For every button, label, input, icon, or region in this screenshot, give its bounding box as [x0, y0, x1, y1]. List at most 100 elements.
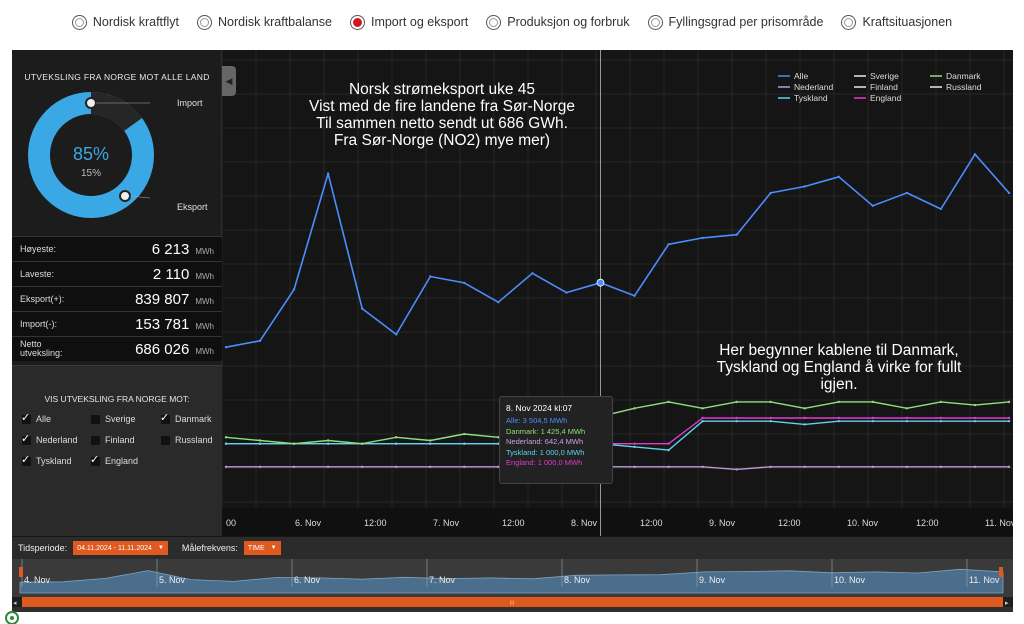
legend-item-england[interactable]: England: [870, 93, 901, 103]
x-tick-label: 8. Nov: [571, 518, 598, 528]
checkbox-alle[interactable]: Alle: [21, 411, 51, 425]
x-tick-label: 00: [226, 518, 236, 528]
range-handle-right[interactable]: [999, 567, 1003, 577]
data-point-tyskland: [871, 419, 875, 423]
checkbox-label: Tyskland: [36, 456, 72, 466]
data-point-england: [905, 416, 909, 420]
x-tick-label: 12:00: [778, 518, 801, 528]
legend-item-sverige[interactable]: Sverige: [870, 71, 899, 81]
navigator-label: 9. Nov: [699, 575, 726, 585]
data-point-danmark: [973, 403, 977, 407]
data-point-england: [973, 416, 977, 420]
data-point-tyskland: [769, 419, 772, 423]
checkbox-england[interactable]: England: [90, 453, 138, 467]
checkbox-icon: [21, 432, 31, 445]
tab-produksjon-og-forbruk[interactable]: Produksjon og forbruk: [486, 14, 630, 30]
stat-label: Høyeste:: [20, 243, 57, 254]
data-point-alle: [463, 281, 466, 285]
filter-title: VIS UTVEKSLING FRA NORGE MOT:: [44, 394, 190, 404]
tab-label: Nordisk kraftflyt: [92, 15, 180, 29]
scroll-right-icon[interactable]: ▸: [1005, 599, 1009, 607]
legend-item-finland[interactable]: Finland: [870, 82, 898, 92]
stat-value: 839 807: [135, 290, 190, 308]
tooltip-row: England: 1 000,0 MWh: [506, 458, 583, 467]
data-point-nederland: [905, 465, 909, 469]
stat-unit: MWh: [195, 346, 214, 356]
tab-import-og-eksport[interactable]: Import og eksport: [349, 14, 468, 30]
scrollbar-grip: III: [509, 601, 514, 607]
chart-canvas[interactable]: 00 6. Nov 12:00 7. Nov 12:00 8. Nov 12:00 9. No…: [221, 50, 1016, 536]
data-point-nederland: [735, 468, 738, 471]
data-point-alle: [803, 185, 806, 188]
legend-item-danmark[interactable]: Danmark: [946, 71, 981, 81]
data-point-england: [939, 416, 943, 420]
tab-kraftsituasjonen[interactable]: Kraftsituasjonen: [841, 14, 952, 30]
import-marker[interactable]: [85, 97, 97, 109]
data-point-danmark: [803, 407, 806, 410]
legend-item-alle[interactable]: Alle: [794, 71, 808, 81]
checkbox-russland[interactable]: Russland: [161, 435, 213, 445]
data-point-alle: [429, 275, 432, 278]
data-point-danmark: [1007, 400, 1011, 404]
checkbox-label: Sverige: [105, 414, 136, 424]
data-point-danmark: [497, 436, 500, 439]
navigator-label: 7. Nov: [429, 575, 456, 585]
export-marker[interactable]: [119, 190, 131, 202]
legend-item-russland[interactable]: Russland: [946, 82, 982, 92]
data-point-england: [667, 442, 670, 445]
data-point-nederland: [871, 465, 875, 469]
navigator-area: [19, 568, 1004, 594]
collapse-panel-button[interactable]: ◀: [222, 66, 236, 96]
scroll-left-icon[interactable]: ◂: [13, 599, 17, 607]
checkbox-nederland[interactable]: Nederland: [21, 432, 78, 446]
data-point-danmark: [905, 407, 909, 410]
donut-import-arc: [90, 92, 142, 132]
data-point-tyskland: [939, 419, 943, 423]
data-point-nederland: [326, 465, 330, 469]
data-point-tyskland: [395, 442, 398, 445]
scrollbar-thumb[interactable]: [22, 597, 1003, 607]
summary-panel: UTVEKSLING FRA NORGE MOT ALLE LAND 85% 1…: [12, 50, 222, 536]
data-point-tyskland: [667, 448, 670, 452]
period-controls: Tidsperiode: 04.11.2024 - 11.11.2024 ▼ Må…: [12, 537, 1013, 559]
navigator-canvas[interactable]: 4. Nov 5. Nov 6. Nov 7. Nov 8. Nov 9. Nov 10. …: [12, 559, 1013, 612]
checkbox-tyskland[interactable]: Tyskland: [21, 453, 72, 467]
data-point-alle: [701, 236, 704, 240]
data-point-nederland: [939, 465, 943, 469]
series-line-danmark[interactable]: [225, 401, 1010, 445]
tab-nordisk-kraftflyt[interactable]: Nordisk kraftflyt: [71, 14, 180, 30]
legend-item-nederland[interactable]: Nederland: [794, 82, 833, 92]
radio-icon: [647, 14, 663, 30]
checkbox-icon: [90, 453, 100, 466]
tab-nordisk-kraftbalanse[interactable]: Nordisk kraftbalanse: [197, 14, 332, 30]
navigator-label: 6. Nov: [294, 575, 321, 585]
data-point-alle: [497, 301, 500, 304]
checkbox-finland[interactable]: Finland: [91, 435, 135, 445]
data-point-alle: [633, 294, 636, 297]
frequency-select[interactable]: TIME ▼: [243, 541, 281, 555]
checkbox-danmark[interactable]: Danmark: [160, 411, 212, 425]
data-point-tyskland: [701, 419, 704, 423]
data-point-danmark: [701, 407, 704, 410]
data-point-nederland: [701, 465, 704, 469]
legend-item-tyskland[interactable]: Tyskland: [794, 93, 828, 103]
tab-fyllingsgrad[interactable]: Fyllingsgrad per prisområde: [647, 14, 823, 30]
data-point-danmark: [667, 400, 670, 404]
period-value: 04.11.2024 - 11.11.2024: [77, 544, 152, 552]
exchange-chart[interactable]: 00 6. Nov 12:00 7. Nov 12:00 8. Nov 12:00 9. No…: [221, 50, 1016, 536]
series-line-tyskland[interactable]: [226, 420, 1009, 451]
frequency-value: TIME: [247, 544, 265, 552]
series-line-alle[interactable]: [225, 153, 1010, 348]
time-navigator[interactable]: 4. Nov 5. Nov 6. Nov 7. Nov 8. Nov 9. Nov 10. …: [12, 559, 1013, 612]
range-handle-left[interactable]: [19, 567, 23, 577]
checkbox-sverige[interactable]: Sverige: [91, 414, 136, 424]
data-point-alle: [395, 333, 398, 336]
tooltip-row: Danmark: 1 425,4 MWh: [506, 426, 586, 436]
radio-icon: [71, 14, 87, 30]
period-select[interactable]: 04.11.2024 - 11.11.2024 ▼: [73, 541, 168, 555]
stat-row-net: Netto utveksling: 686 026 MWh: [12, 336, 222, 361]
view-tabs: Nordisk kraftflyt Nordisk kraftbalanse I…: [0, 0, 1024, 44]
series-line-nederland[interactable]: [226, 466, 1009, 471]
chevron-down-icon: ▼: [157, 545, 164, 551]
data-point-nederland: [633, 465, 636, 469]
